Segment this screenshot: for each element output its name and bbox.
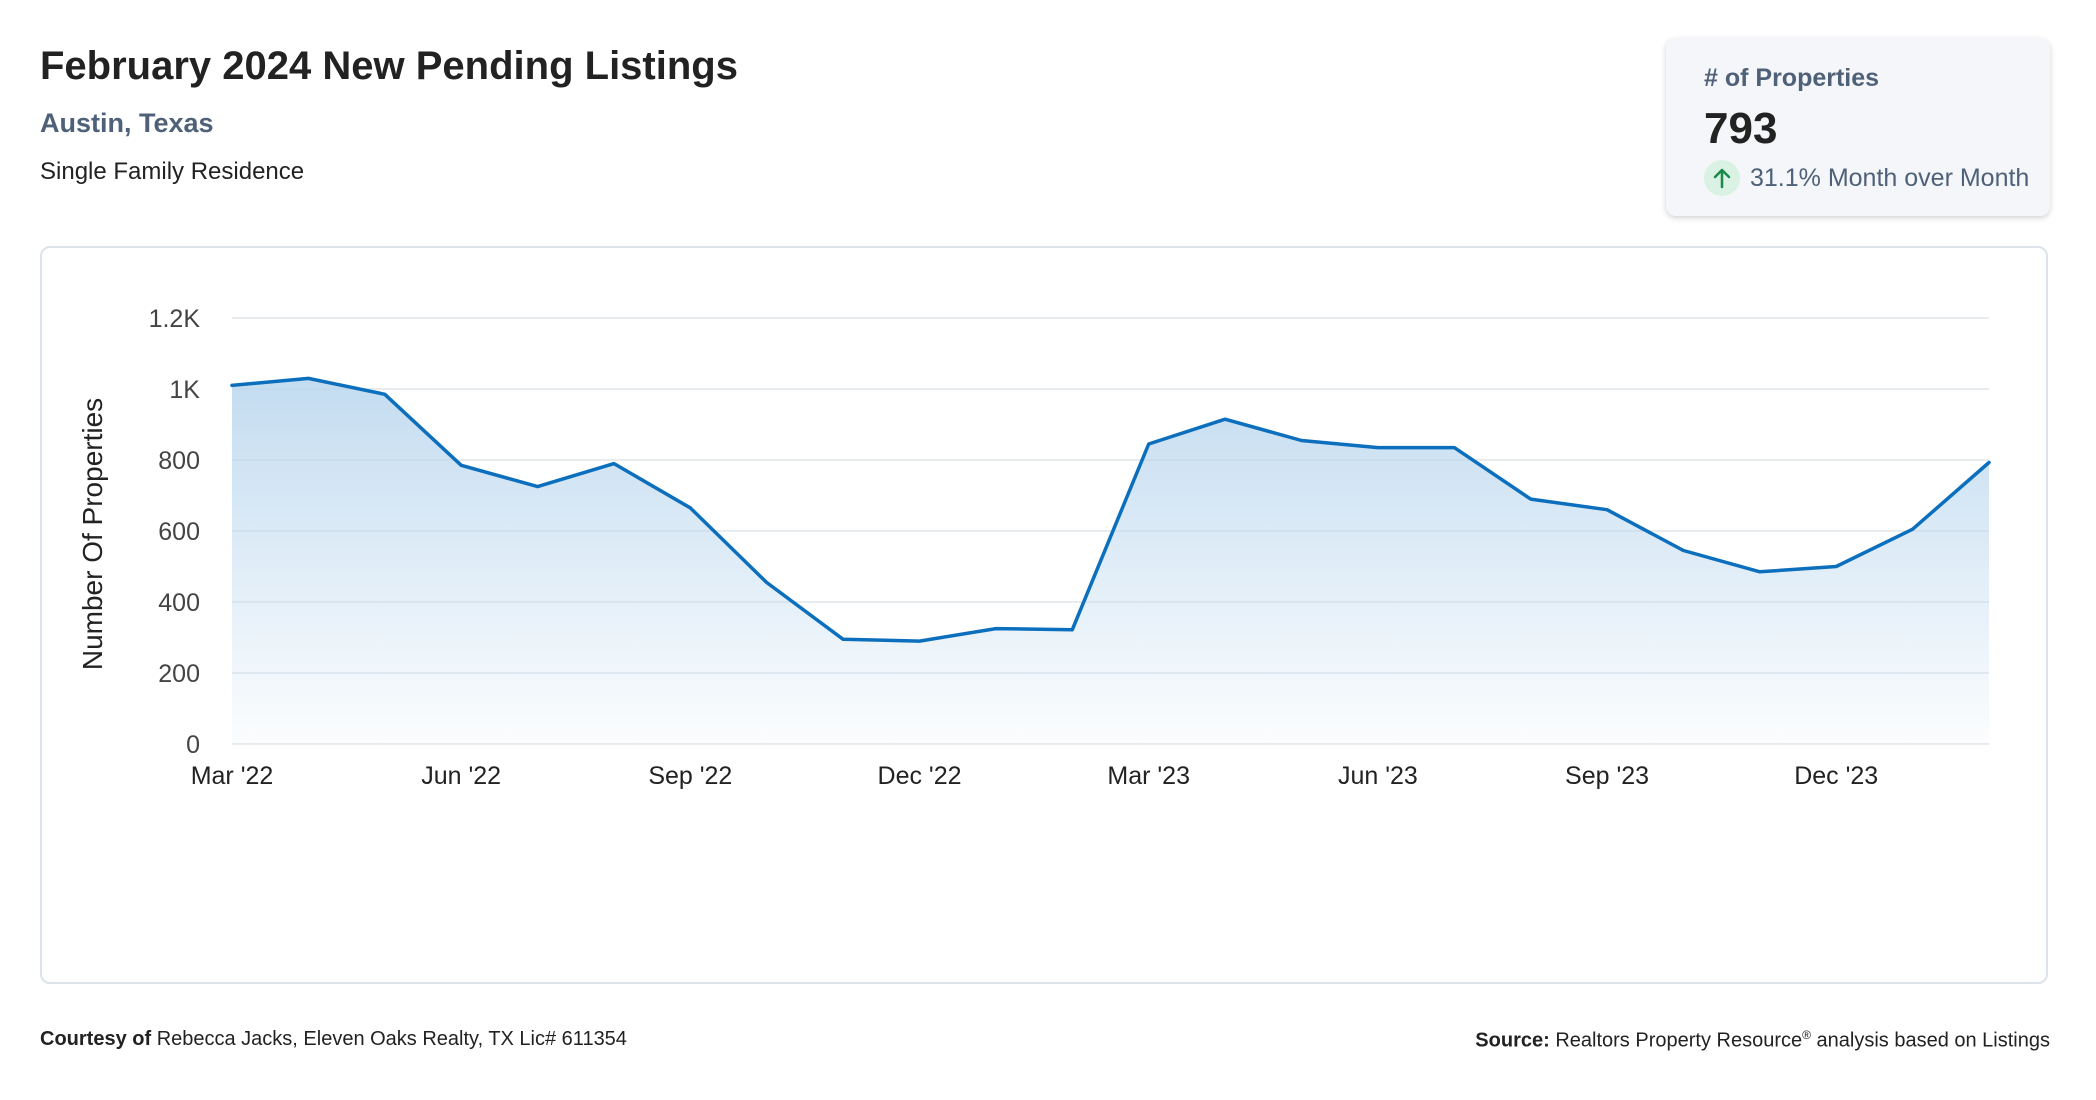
courtesy-footer: Courtesy of Rebecca Jacks, Eleven Oaks R…	[40, 1028, 627, 1051]
data-point	[1376, 446, 1380, 450]
data-point	[1911, 527, 1915, 531]
data-point	[306, 376, 310, 380]
source-suffix: analysis based on Listings	[1816, 1029, 2050, 1052]
registered-mark: ®	[1802, 1028, 1811, 1042]
data-point	[1070, 628, 1074, 632]
x-tick-label: Jun '23	[1338, 762, 1418, 790]
data-point	[1223, 417, 1227, 421]
source-label: Source:	[1475, 1029, 1550, 1052]
series-area	[232, 378, 1989, 744]
data-point	[918, 639, 922, 643]
arrow-up-icon	[1704, 160, 1740, 196]
data-point	[1452, 446, 1456, 450]
location-subtitle: Austin, Texas	[40, 108, 214, 138]
data-point	[1681, 549, 1685, 553]
data-point	[1834, 565, 1838, 569]
y-tick-label: 0	[186, 731, 200, 759]
data-point	[230, 383, 234, 387]
series-line	[230, 376, 1991, 643]
property-type-label: Single Family Residence	[40, 158, 305, 185]
y-tick-label: 1.2K	[149, 305, 201, 333]
y-tick-label: 1K	[169, 376, 200, 404]
x-tick-label: Mar '23	[1107, 762, 1190, 790]
stat-change-text: 31.1% Month over Month	[1750, 163, 2030, 192]
y-axis-label: Number Of Properties	[77, 398, 108, 670]
x-tick-label: Dec '22	[878, 762, 962, 790]
x-tick-label: Dec '23	[1794, 762, 1878, 790]
source-footer: Source: Realtors Property Resource® anal…	[1475, 1028, 2050, 1053]
x-tick-label: Sep '23	[1565, 762, 1649, 790]
chart-card: 0 200 400 600 800 1K 1.2K Mar '22 Jun '22 Sep '2…	[40, 246, 2048, 984]
line-chart: 0 200 400 600 800 1K 1.2K Mar '22 Jun '22 Sep '2…	[77, 305, 1991, 790]
y-tick-label: 600	[158, 518, 200, 546]
y-tick-label: 800	[158, 447, 200, 475]
data-point	[1605, 508, 1609, 512]
source-text: Realtors Property Resource	[1555, 1029, 1803, 1052]
x-tick-label: Jun '22	[421, 762, 501, 790]
data-point	[536, 485, 540, 489]
stat-change: 31.1% Month over Month	[1704, 160, 2029, 196]
data-point	[765, 580, 769, 584]
data-point	[1299, 438, 1303, 442]
data-point	[1987, 460, 1991, 464]
data-point	[688, 506, 692, 510]
properties-stat-card: # of Properties 793 31.1% Month over Mon…	[1666, 38, 2050, 216]
y-tick-label: 400	[158, 589, 200, 617]
y-tick-label: 200	[158, 660, 200, 688]
stat-value: 793	[1704, 104, 1778, 153]
data-point	[612, 462, 616, 466]
data-point	[1529, 497, 1533, 501]
data-point	[994, 627, 998, 631]
page-title: February 2024 New Pending Listings	[40, 44, 738, 88]
x-tick-label: Mar '22	[191, 762, 274, 790]
data-point	[1147, 442, 1151, 446]
data-point	[459, 463, 463, 467]
data-point	[1758, 570, 1762, 574]
courtesy-text: Rebecca Jacks, Eleven Oaks Realty, TX Li…	[156, 1028, 627, 1050]
data-point	[841, 637, 845, 641]
data-point	[383, 392, 387, 396]
stat-label: # of Properties	[1704, 64, 1880, 92]
x-tick-label: Sep '22	[648, 762, 732, 790]
courtesy-label: Courtesy of	[40, 1028, 152, 1050]
